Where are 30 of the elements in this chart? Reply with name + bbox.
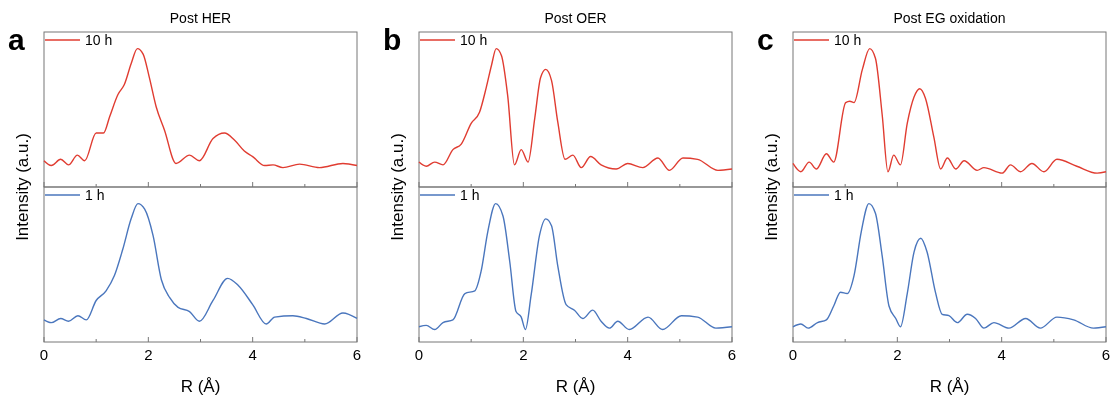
x-tick-label: 4 [997, 346, 1006, 363]
x-tick-label: 0 [39, 346, 49, 363]
x-axis-title: R (Å) [929, 377, 970, 396]
legend-label: 1 h [85, 187, 105, 203]
x-tick-label: 4 [623, 346, 632, 363]
x-tick-label: 2 [519, 346, 528, 363]
y-axis-title: Intensity (a.u.) [388, 133, 407, 241]
text: c [757, 23, 774, 56]
x-axis-title: R (Å) [555, 377, 596, 396]
chart-title: Post OER [544, 10, 607, 26]
y-axis-title: Intensity (a.u.) [762, 133, 781, 241]
chart-title: Post HER [169, 10, 232, 26]
x-tick-label: 2 [144, 346, 153, 363]
legend-label: 10 h [85, 32, 113, 48]
x-tick-label: 6 [352, 346, 362, 363]
legend-label: 1 h [460, 187, 480, 203]
chart-title: Post EG oxidation [893, 10, 1006, 26]
legend-label: 1 h [834, 187, 854, 203]
x-tick-label: 6 [727, 346, 737, 363]
text: b [383, 23, 402, 56]
legend-label: 10 h [834, 32, 862, 48]
text: a [8, 23, 25, 56]
x-tick-label: 6 [1101, 346, 1111, 363]
x-tick-label: 4 [248, 346, 257, 363]
x-axis-title: R (Å) [180, 377, 221, 396]
x-tick-label: 0 [414, 346, 424, 363]
y-axis-title: Intensity (a.u.) [13, 133, 32, 241]
x-tick-label: 2 [893, 346, 902, 363]
legend-label: 10 h [460, 32, 488, 48]
x-tick-label: 0 [788, 346, 798, 363]
